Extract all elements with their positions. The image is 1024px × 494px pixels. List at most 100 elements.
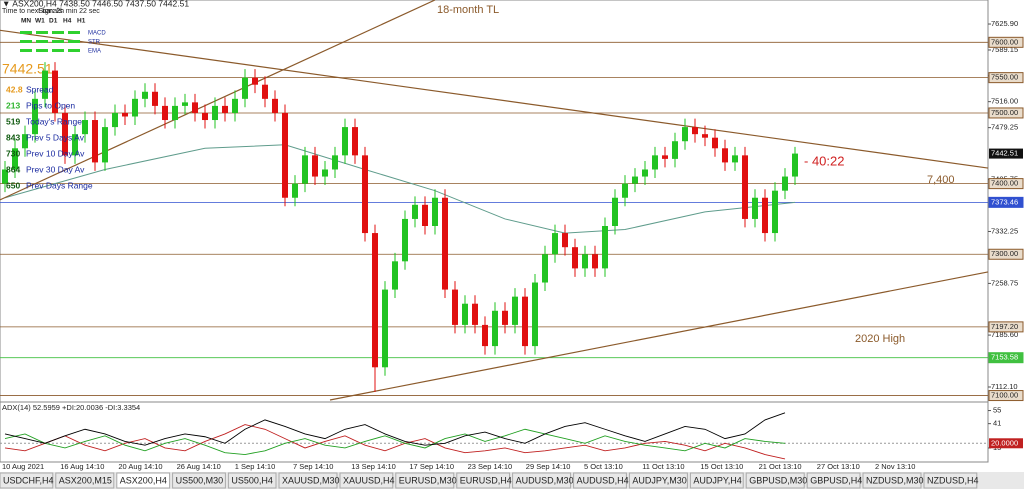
candle-body [502, 310, 508, 325]
candle-body [112, 112, 118, 128]
tab[interactable] [0, 472, 54, 489]
tab[interactable] [689, 472, 744, 489]
tab[interactable] [862, 472, 922, 489]
candle-body [452, 289, 458, 325]
candle-body [402, 218, 408, 262]
tab[interactable] [55, 472, 115, 489]
tab-label[interactable]: US500,H4 [231, 475, 273, 485]
tab-label[interactable]: GBPUSD,M30 [749, 475, 807, 485]
signal-dash [36, 31, 48, 34]
level-label: 7,400 [927, 174, 955, 186]
y-tick-label: 7332.25 [991, 226, 1018, 235]
stat-label: Prev 10 Day Av [26, 148, 85, 158]
candle-body [792, 153, 798, 177]
tab-label[interactable]: EURUSD,H4 [460, 475, 512, 485]
x-tick-label: 26 Aug 14:10 [177, 462, 221, 471]
tab-label[interactable]: GBPUSD,H4 [810, 475, 862, 485]
tab-label[interactable]: XAUUSD,H4 [343, 475, 395, 485]
candle-body [232, 98, 238, 113]
candle-body [632, 176, 638, 184]
level-tag [988, 248, 1024, 260]
tab-label[interactable]: US500,M30 [176, 475, 224, 485]
candle-body [52, 70, 58, 113]
candle-body [612, 197, 618, 226]
tab[interactable] [227, 472, 277, 489]
signal-dash [52, 40, 64, 43]
y-tick-label: 7112.10 [991, 382, 1018, 391]
candle-body [722, 148, 728, 163]
candle-body [92, 120, 98, 163]
tab-label[interactable]: NZDUSD,M30 [866, 475, 924, 485]
tab[interactable] [628, 472, 688, 489]
tab[interactable] [116, 472, 171, 489]
tab[interactable] [745, 472, 805, 489]
tab[interactable] [395, 472, 455, 489]
candle-body [292, 183, 298, 198]
candle-body [252, 77, 258, 85]
stat-label: Prev Days Range [26, 180, 93, 190]
tab[interactable] [923, 472, 978, 489]
candle-body [282, 112, 288, 198]
level-tag [988, 107, 1024, 119]
tab[interactable] [456, 472, 511, 489]
signal-dash [20, 40, 32, 43]
tab[interactable] [573, 472, 627, 489]
tab[interactable] [172, 472, 226, 489]
tab-label[interactable]: AUDJPY,H4 [693, 475, 741, 485]
x-tick-label: 1 Sep 14:10 [235, 462, 275, 471]
candle-body [2, 169, 8, 184]
level-tag [988, 178, 1024, 190]
tab-label[interactable]: ASX200,H4 [120, 475, 167, 485]
tab[interactable] [512, 472, 572, 489]
tab-label[interactable]: AUDUSD,H4 [577, 475, 629, 485]
tab[interactable] [278, 472, 338, 489]
x-tick-label: 10 Aug 2021 [2, 462, 44, 471]
stat-value: 650 [6, 180, 20, 190]
level-tag-label: 7500.00 [991, 108, 1018, 117]
candle-body [422, 204, 428, 226]
signal-row-label: MACD [88, 31, 106, 37]
tab-label[interactable]: USDCHF,H4 [3, 475, 54, 485]
x-tick-label: 29 Sep 14:10 [526, 462, 571, 471]
candle-body [562, 233, 568, 248]
candle-body [602, 225, 608, 269]
tab-label[interactable]: NZDUSD,H4 [927, 475, 979, 485]
level-tag [988, 352, 1024, 364]
tab-label[interactable]: XAUUSD,M30 [282, 475, 340, 485]
x-tick-label: 27 Oct 13:10 [817, 462, 860, 471]
stat-value: 730 [6, 148, 20, 158]
tab-label[interactable]: ASX200,M15 [59, 475, 112, 485]
tab[interactable] [806, 472, 861, 489]
tab-label[interactable]: AUDJPY,M30 [632, 475, 686, 485]
trendline-label: 18-month TL [437, 4, 499, 16]
candle-body [182, 102, 188, 106]
tab[interactable] [339, 472, 394, 489]
y-tick-label: 41 [993, 419, 1001, 428]
stat-label: Prev 5 Days Av [26, 132, 85, 142]
candle-body [322, 169, 328, 177]
y-tick-label: 7589.15 [991, 45, 1018, 54]
candle-body [202, 112, 208, 121]
level-tag-label: 7373.46 [991, 197, 1018, 206]
x-tick-label: 13 Sep 14:10 [351, 462, 396, 471]
signal-dash [68, 31, 80, 34]
candle-body [142, 91, 148, 99]
candle-body [652, 155, 658, 170]
candle-body [522, 296, 528, 347]
signal-dash [20, 31, 32, 34]
symbol-header: ▼ ASX200,H4 7438.50 7446.50 7437.50 7442… [2, 0, 189, 8]
y-tick-label: 7185.60 [991, 330, 1018, 339]
x-tick-label: 15 Oct 13:10 [700, 462, 743, 471]
candle-body [22, 134, 28, 149]
signal-dash [68, 49, 80, 52]
candle-body [272, 98, 278, 113]
candle-body [482, 324, 488, 347]
signal-row-label: STR [88, 40, 101, 46]
candle-body [162, 105, 168, 121]
candle-body [102, 127, 108, 163]
tab-label[interactable]: EURUSD,M30 [399, 475, 457, 485]
candle-body [702, 134, 708, 138]
level-tag-label: 7550.00 [991, 73, 1018, 82]
stat-label: Today's Range [26, 116, 82, 126]
tab-label[interactable]: AUDUSD,M30 [516, 475, 574, 485]
